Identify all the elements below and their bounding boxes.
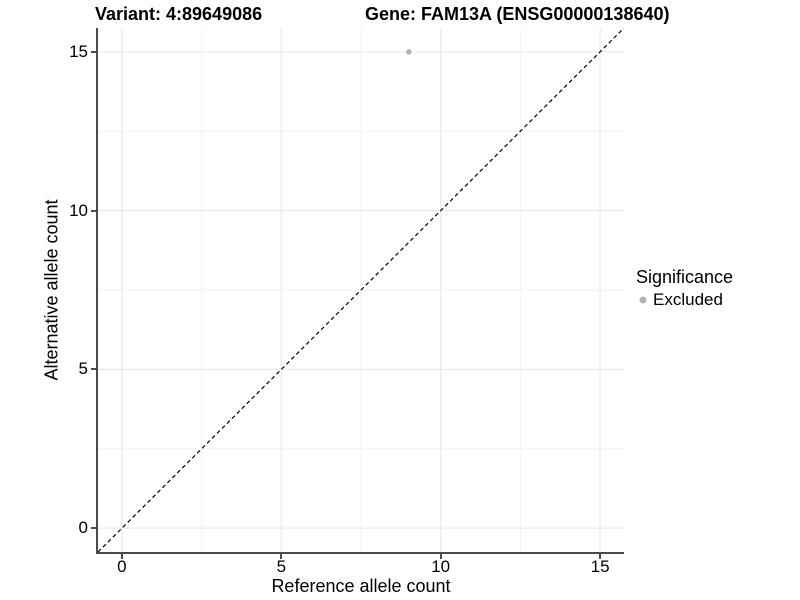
x-tick-mark [280, 554, 283, 559]
identity-line [98, 28, 624, 552]
plot-title-variant: Variant: 4:89649086 [95, 4, 263, 24]
x-tick-label: 10 [431, 557, 451, 576]
y-tick-label: 10 [69, 200, 88, 220]
plot-title-gene: Gene: FAM13A (ENSG00000138640) [365, 4, 670, 24]
y-tick-mark [91, 527, 96, 530]
legend-point-icon [636, 293, 650, 307]
x-tick-mark [439, 554, 442, 559]
y-tick-label: 15 [69, 41, 88, 61]
x-axis-title: Reference allele count [271, 576, 451, 596]
x-tick-label: 0 [117, 557, 127, 576]
plot-panel [96, 28, 624, 554]
legend-item-excluded: Excluded [636, 290, 733, 310]
y-tick-mark [91, 368, 96, 371]
y-tick-label: 0 [78, 518, 88, 538]
x-tick-label: 15 [590, 557, 610, 576]
x-tick-label: 5 [276, 557, 287, 576]
plot-canvas [98, 28, 624, 552]
y-tick-mark [91, 50, 96, 53]
x-tick-mark [120, 554, 123, 559]
x-tick-mark [599, 554, 602, 559]
legend-title: Significance [636, 267, 734, 287]
legend-item-label: Excluded [653, 290, 723, 309]
legend: Significance Excluded [636, 266, 733, 310]
y-tick-label: 5 [78, 359, 88, 379]
y-tick-mark [91, 209, 96, 212]
data-point[interactable] [406, 49, 412, 55]
y-axis-title: Alternative allele count [41, 199, 62, 381]
